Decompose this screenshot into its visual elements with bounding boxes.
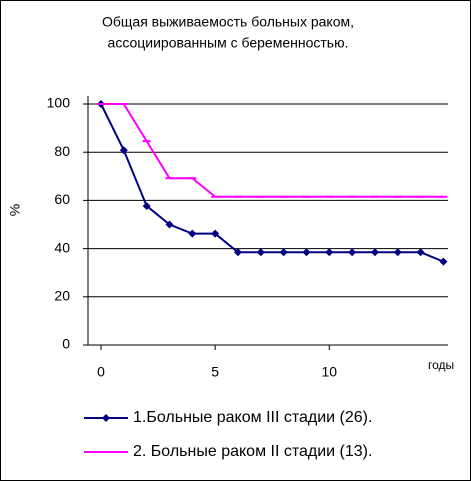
point [370, 248, 379, 257]
point [142, 201, 151, 210]
y-tick-label: 100 [47, 95, 71, 111]
point [256, 248, 265, 257]
y-tick-label: 80 [54, 143, 70, 159]
x-tick-label: 0 [97, 364, 105, 380]
y-tick-label: 20 [54, 288, 70, 304]
chart-title-line: ассоциированным с беременностью. [108, 35, 349, 51]
point [348, 248, 357, 257]
legend-marker [102, 414, 110, 422]
point [302, 248, 311, 257]
legend-label: 2. Больные раком II стадии (13). [133, 443, 372, 460]
x-axis-label: годы [428, 358, 454, 372]
point [233, 248, 242, 257]
point [279, 248, 288, 257]
series-line [101, 103, 444, 198]
point [211, 229, 220, 238]
x-tick-label: 10 [322, 364, 338, 380]
point [439, 257, 448, 266]
y-tick-label: 0 [62, 336, 70, 352]
y-tick-label: 60 [54, 191, 70, 207]
legend-label: 1.Больные раком III стадии (26). [133, 409, 372, 426]
point [416, 248, 425, 257]
point [325, 248, 334, 257]
series-line [100, 103, 444, 263]
y-axis-label: % [7, 204, 23, 216]
point [393, 248, 402, 257]
chart-title-line: Общая выживаемость больных раком, [102, 14, 354, 30]
point [165, 220, 174, 229]
y-tick-label: 40 [54, 239, 70, 255]
x-tick-label: 5 [211, 364, 219, 380]
point [119, 146, 128, 155]
point [188, 229, 197, 238]
